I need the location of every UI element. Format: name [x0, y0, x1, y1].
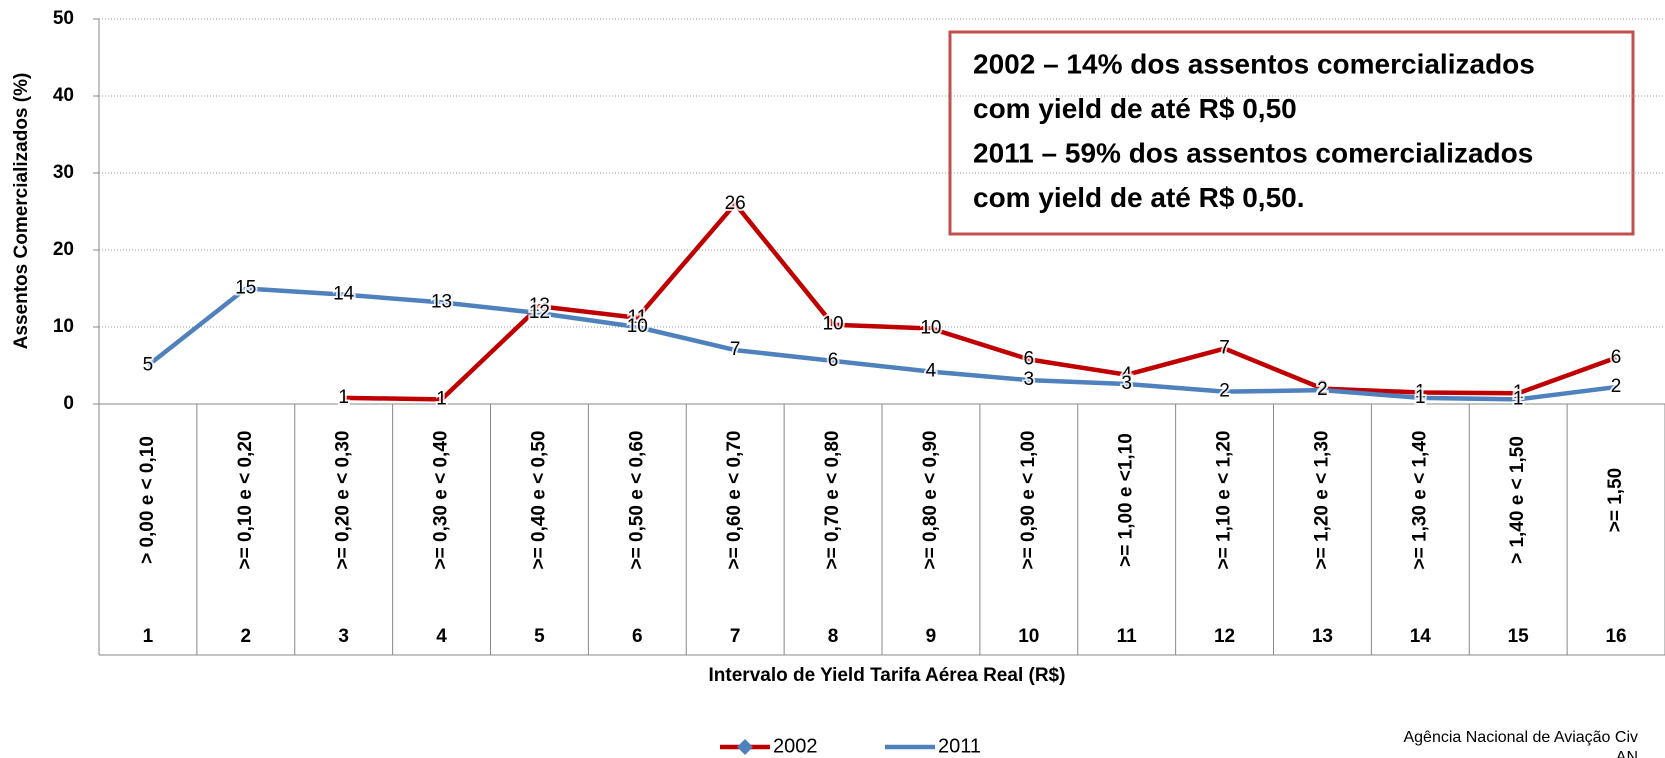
- data-label: 13: [529, 295, 550, 316]
- x-tick-label: 12: [1214, 626, 1235, 647]
- y-tick-label: 20: [53, 239, 74, 260]
- x-range-label: >= 0,10 e < 0,20: [235, 431, 256, 570]
- x-range-label: >= 0,60 e < 0,70: [724, 431, 745, 570]
- data-label: 3: [1121, 373, 1132, 394]
- data-label: 1: [1415, 387, 1426, 408]
- data-label: 2: [1611, 376, 1622, 397]
- data-label: 2: [1317, 378, 1328, 399]
- data-label: 10: [627, 316, 648, 337]
- x-tick-label: 2: [241, 626, 252, 647]
- x-tick-label: 15: [1508, 626, 1530, 647]
- data-label: 13: [431, 291, 452, 312]
- x-tick-label: 7: [730, 626, 741, 647]
- x-tick-label: 8: [828, 626, 839, 647]
- y-tick-label: 30: [53, 162, 74, 183]
- data-label: 2: [1317, 379, 1328, 400]
- x-tick-label: 16: [1605, 626, 1626, 647]
- series-line: [146, 286, 1617, 402]
- y-tick-label: 40: [53, 85, 74, 106]
- x-range-label: >= 0,20 e < 0,30: [333, 431, 354, 570]
- annotation: 2002 – 14% dos assentos comercializados: [973, 48, 1535, 79]
- legend-label: 2011: [938, 735, 981, 757]
- annotation: 2011 – 59% dos assentos comercializados: [973, 137, 1533, 168]
- data-label: 1: [338, 387, 349, 408]
- data-label: 6: [1611, 347, 1622, 368]
- data-label: 6: [828, 350, 839, 371]
- y-tick-label: 0: [63, 393, 74, 414]
- x-range-label: >= 1,30 e < 1,40: [1409, 431, 1430, 570]
- data-label: 14: [333, 284, 355, 305]
- data-label: 1: [1513, 388, 1524, 409]
- legend-marker: [737, 739, 753, 755]
- data-label: 4: [926, 361, 937, 382]
- x-tick-label: 13: [1312, 626, 1333, 647]
- x-range-label: >= 1,50: [1605, 468, 1626, 532]
- x-range-label: >= 0,30 e < 0,40: [431, 431, 452, 570]
- data-label: 1: [1513, 382, 1524, 403]
- legend-label: 2002: [773, 735, 818, 757]
- x-range-label: >= 0,40 e < 0,50: [528, 431, 549, 570]
- data-label: 3: [1024, 369, 1035, 390]
- y-axis-label: Assentos Comercializados (%): [11, 73, 32, 350]
- data-label: 10: [920, 318, 941, 339]
- x-range-label: >= 1,10 e < 1,20: [1214, 431, 1235, 570]
- data-label: 7: [730, 339, 741, 360]
- x-tick-label: 3: [338, 626, 349, 647]
- annotation-box: [948, 30, 1635, 236]
- data-label: 12: [529, 302, 550, 323]
- x-range-label: >= 0,90 e < 1,00: [1018, 431, 1039, 570]
- x-tick-label: 6: [632, 626, 643, 647]
- x-tick-label: 10: [1018, 626, 1039, 647]
- y-tick-label: 50: [53, 8, 74, 29]
- source: AN: [1616, 749, 1638, 758]
- data-label: 11: [627, 307, 647, 328]
- y-tick-label: 10: [53, 316, 74, 337]
- source: Agência Nacional de Aviação Civ: [1403, 729, 1638, 746]
- data-label: 26: [725, 193, 746, 214]
- x-tick-label: 1: [143, 626, 154, 647]
- x-axis-label: Intervalo de Yield Tarifa Aérea Real (R$…: [709, 665, 1066, 686]
- data-label: 10: [822, 314, 843, 335]
- x-range-label: >= 1,00 e <1,10: [1116, 433, 1137, 567]
- x-tick-label: 11: [1117, 626, 1138, 647]
- data-label: 4: [1121, 364, 1132, 385]
- data-label: 7: [1219, 338, 1230, 359]
- data-label: 2: [1219, 381, 1230, 402]
- x-range-label: >= 0,50 e < 0,60: [626, 431, 647, 570]
- data-label: 15: [235, 278, 256, 299]
- x-tick-label: 9: [926, 626, 937, 647]
- x-tick-label: 5: [534, 626, 545, 647]
- x-range-label: >= 0,70 e < 0,80: [822, 431, 843, 570]
- data-label: 5: [143, 355, 154, 376]
- annotation: com yield de até R$ 0,50.: [973, 182, 1305, 213]
- data-label: 1: [436, 388, 447, 409]
- data-label: 6: [1024, 348, 1035, 369]
- x-range-label: > 1,40 e < 1,50: [1507, 436, 1528, 564]
- series-line: [343, 201, 1617, 402]
- x-tick-label: 4: [436, 626, 447, 647]
- x-range-label: > 0,00 e < 0,10: [137, 436, 158, 564]
- x-tick-label: 14: [1410, 626, 1432, 647]
- x-range-label: >= 0,80 e < 0,90: [920, 431, 941, 570]
- annotation: com yield de até R$ 0,50: [973, 93, 1297, 124]
- data-label: 1: [1415, 381, 1426, 402]
- x-range-label: >= 1,20 e < 1,30: [1311, 431, 1332, 570]
